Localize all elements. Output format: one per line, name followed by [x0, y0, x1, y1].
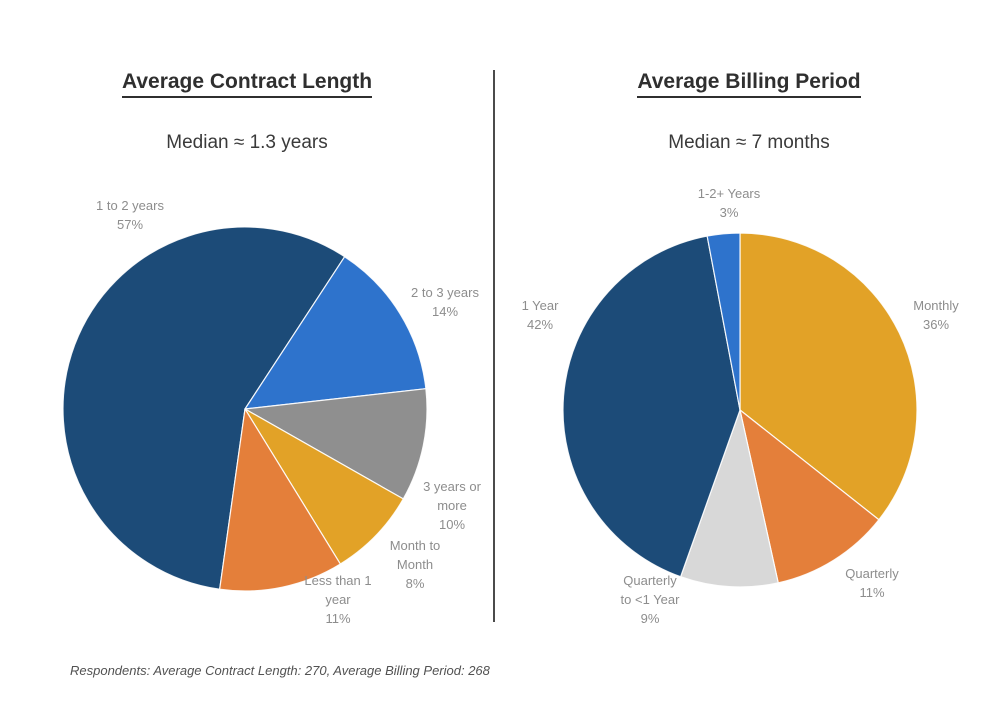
pie-label-monthly: Monthly 36%: [913, 298, 959, 332]
pie-slice-quarterly: [739, 409, 880, 584]
pie-slice-monthly: [739, 232, 918, 521]
contract-length-title-text: Average Contract Length: [121, 70, 373, 98]
pie-slice-2-to-3-years: [244, 256, 427, 410]
pie-label-less-than-1-year: Less than 1 year 11%: [304, 573, 372, 626]
pie-slice-1-to-2-years: [62, 226, 346, 590]
contract-length-median-subtitle: Median ≈ 1.3 years: [166, 132, 328, 153]
billing-period-title-text: Average Billing Period: [637, 70, 861, 98]
respondents-footnote: Respondents: Average Contract Length: 27…: [70, 663, 490, 678]
pie-slice-less-than-1-year: [219, 408, 341, 592]
billing-period-title: Average Billing Period: [497, 70, 1001, 98]
pie-slice-3-years-or-more: [244, 388, 428, 500]
billing-period-panel: Average Billing Period Median ≈ 7 months: [497, 0, 1001, 660]
pie-label-month-to-month: Month to Month 8%: [389, 538, 441, 591]
pie-label-2-to-3-years: 2 to 3 years 14%: [411, 285, 479, 319]
contract-length-pie-chart: [62, 226, 428, 592]
contract-length-panel: Average Contract Length Median ≈ 1.3 yea…: [0, 0, 494, 660]
billing-period-pie-chart: [562, 232, 918, 588]
pie-slice-month-to-month: [244, 408, 404, 565]
pie-label-3-years-or-more: 3 years or more 10%: [423, 479, 481, 532]
pie-label-quarterly: Quarterly 11%: [845, 566, 899, 600]
panel-divider-line: [493, 70, 495, 622]
pie-slice-1-2-years: [706, 232, 741, 411]
contract-length-title: Average Contract Length: [0, 70, 494, 98]
pie-label-1-to-2-years: 1 to 2 years 57%: [96, 198, 164, 232]
pie-label-1-2-years: 1-2+ Years 3%: [697, 186, 761, 220]
pie-slice-quarterly-to-1-year: [680, 409, 779, 588]
pie-slice-1-year: [562, 235, 741, 578]
billing-period-median-subtitle: Median ≈ 7 months: [668, 132, 830, 153]
pie-label-1-year: 1 Year 42%: [521, 298, 559, 332]
pie-label-quarterly-to-1-year: Quarterly to <1 Year 9%: [620, 573, 680, 626]
